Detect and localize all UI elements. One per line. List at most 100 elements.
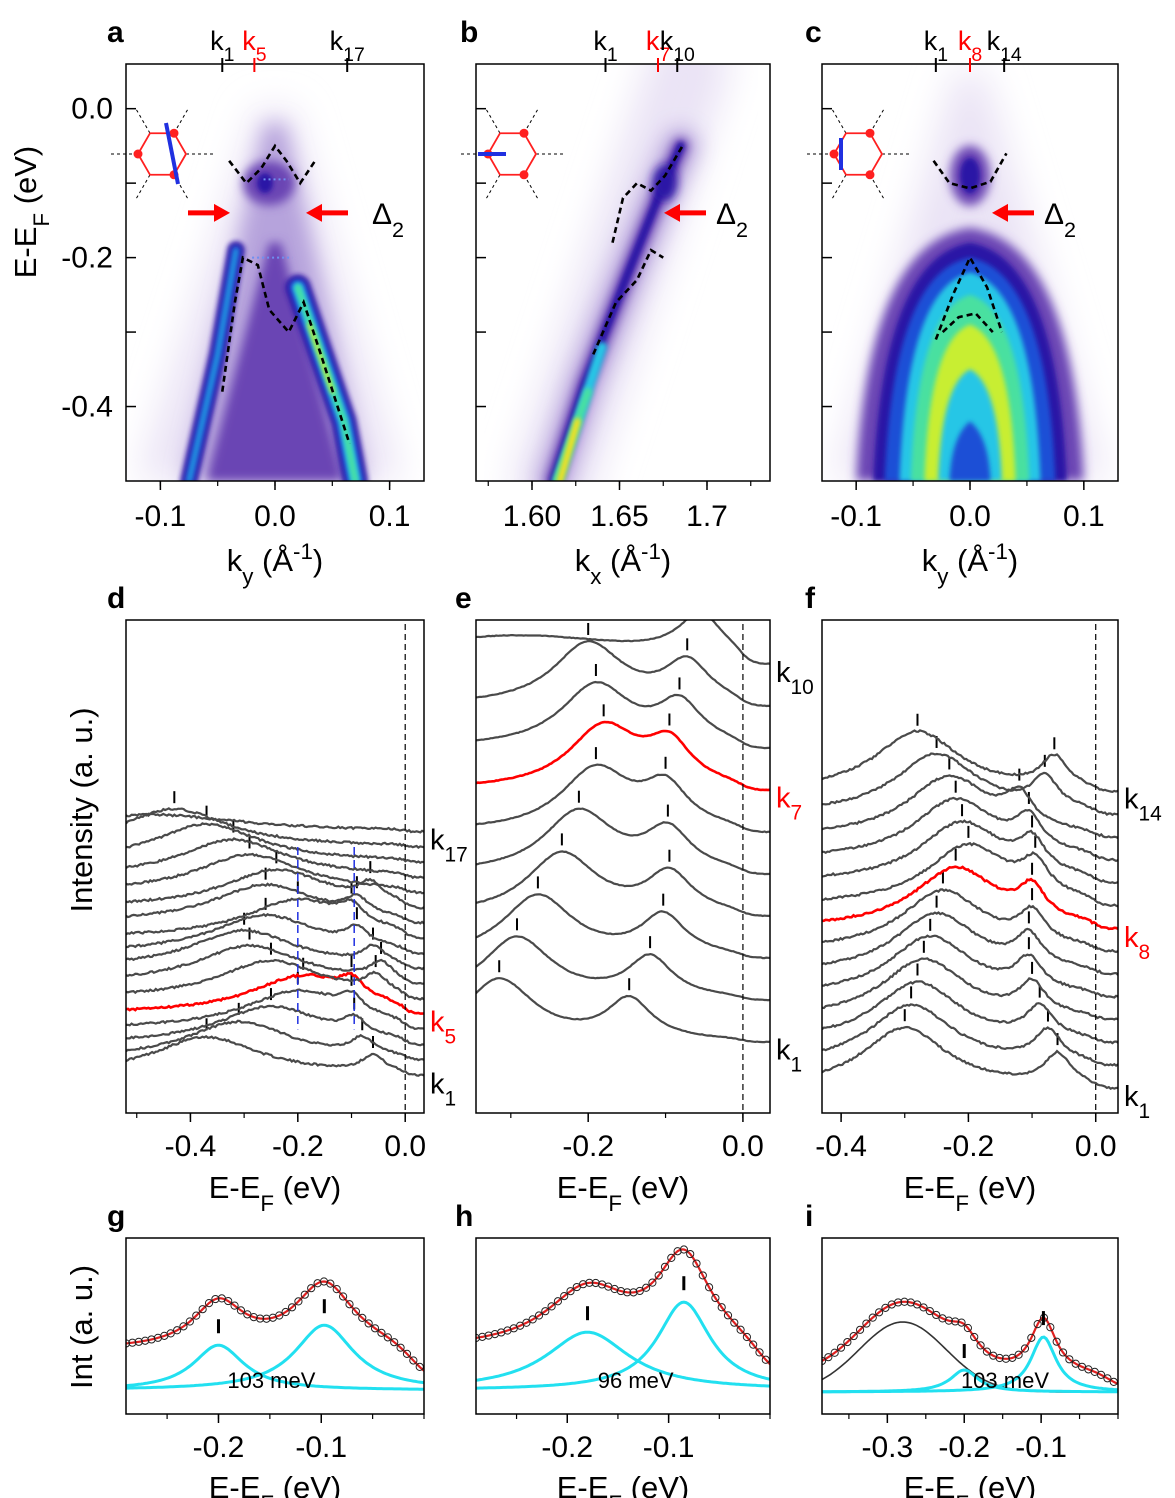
data-point (648, 1278, 657, 1287)
data-point (667, 1253, 676, 1263)
brillouin-zone-inset (460, 108, 564, 200)
bz-neighbor-line (523, 174, 539, 200)
bz-neighbor-line (173, 174, 189, 200)
data-point (377, 1328, 386, 1337)
data-point (345, 1300, 354, 1309)
x-axis-label: ky (Å-1) (922, 539, 1018, 589)
y-axis-label-top: E-EF (eV) (8, 146, 54, 279)
edc-curve (126, 1019, 424, 1062)
data-point (976, 1341, 985, 1350)
data-point (824, 1353, 833, 1362)
data-point (294, 1297, 303, 1306)
fit-total-curve (126, 1280, 424, 1372)
edc-curve (126, 971, 424, 1015)
momentum-marker-label: k5 (242, 26, 266, 66)
bz-neighbor-line (869, 108, 885, 134)
panel-letter: a (107, 16, 124, 49)
data-point (755, 1348, 764, 1357)
data-point (484, 1331, 493, 1340)
data-point (579, 1280, 588, 1289)
data-point (932, 1310, 941, 1320)
data-point (900, 1297, 909, 1306)
bz-k-point (519, 170, 529, 180)
data-point (868, 1313, 877, 1322)
gap-label: Δ2 (372, 198, 404, 242)
x-tick-label: 1.7 (686, 500, 728, 533)
x-axis-label: kx (Å-1) (575, 539, 671, 589)
band-intensity (556, 417, 581, 481)
data-point (925, 1306, 934, 1316)
edc-curve (126, 807, 424, 849)
momentum-marker-label: k1 (924, 26, 948, 66)
panel-f: k1 k8 k14 -0.4 -0.2 0.0 E-EF (eV) (815, 619, 1162, 1216)
data-point (128, 1338, 137, 1347)
data-point (1008, 1353, 1017, 1362)
edc-curve (126, 943, 424, 985)
panel-g: 103 meV -0.2 -0.1 E-EF (eV) (125, 1237, 425, 1498)
edc-curve (476, 620, 770, 665)
data-point (134, 1337, 143, 1346)
fit-content-g (126, 1277, 424, 1391)
x-tick-label: -0.2 (943, 1130, 995, 1163)
x-tick-label: -0.2 (541, 1431, 593, 1464)
x-axis-label: E-EF (eV) (557, 1470, 690, 1498)
data-point (528, 1315, 537, 1324)
data-point (982, 1347, 992, 1356)
data-point (147, 1335, 156, 1344)
data-point (894, 1298, 903, 1307)
panel-letter: e (455, 582, 472, 615)
data-point (654, 1271, 663, 1280)
data-point (836, 1343, 846, 1352)
edc-curve (822, 934, 1118, 999)
bz-k-point (133, 149, 143, 159)
panel-letter: i (805, 1200, 813, 1233)
data-point (339, 1292, 348, 1301)
data-point (172, 1326, 182, 1335)
fit-content-i (822, 1297, 1118, 1394)
data-point (874, 1308, 884, 1317)
data-point (370, 1324, 380, 1333)
bz-neighbor-line (523, 108, 539, 134)
data-point (204, 1299, 214, 1308)
bz-k-point (865, 128, 875, 138)
momentum-marker-label: k8 (958, 26, 982, 66)
data-point (262, 1314, 271, 1323)
x-tick-label: -0.4 (815, 1130, 867, 1163)
band-guide-lower (592, 248, 664, 355)
data-point (1052, 1337, 1061, 1346)
data-point (679, 1245, 689, 1254)
data-point (166, 1329, 175, 1338)
momentum-marker-label: k1 (593, 26, 617, 66)
fit-component-curve (476, 1300, 770, 1390)
data-point (970, 1332, 979, 1342)
x-axis-label: E-EF (eV) (904, 1170, 1037, 1216)
data-point (957, 1318, 966, 1327)
data-point (629, 1288, 638, 1297)
panel-e: k1 k7 k10 -0.2 0.0 E-EF (eV) (475, 619, 814, 1216)
momentum-marker-label: k1 (210, 26, 234, 66)
x-tick-label: 0.0 (722, 1130, 764, 1163)
data-point (287, 1303, 297, 1312)
curve-label: k1 (776, 1035, 802, 1077)
gap-label: Δ2 (716, 198, 748, 242)
plot-frame (821, 1237, 1119, 1415)
edc-curve (822, 957, 1118, 1021)
data-point (566, 1287, 575, 1296)
data-point (211, 1294, 220, 1304)
fit-component-curve (126, 1343, 424, 1391)
edc-curve (126, 988, 424, 1031)
edc-curve (126, 1004, 424, 1047)
data-point (1033, 1320, 1042, 1329)
edc-curve (822, 819, 1118, 885)
band-guide-lower (220, 255, 351, 445)
data-point (358, 1313, 367, 1323)
panel-letter: d (107, 582, 125, 615)
gap-annotation: 103 meV (961, 1368, 1049, 1393)
x-tick-label: -0.1 (643, 1431, 695, 1464)
gap-label: Δ2 (1044, 198, 1076, 242)
data-point (256, 1314, 265, 1323)
bz-neighbor-line (831, 108, 847, 134)
x-tick-label: 1.60 (503, 500, 561, 533)
x-tick-label: 0.0 (1075, 1130, 1117, 1163)
